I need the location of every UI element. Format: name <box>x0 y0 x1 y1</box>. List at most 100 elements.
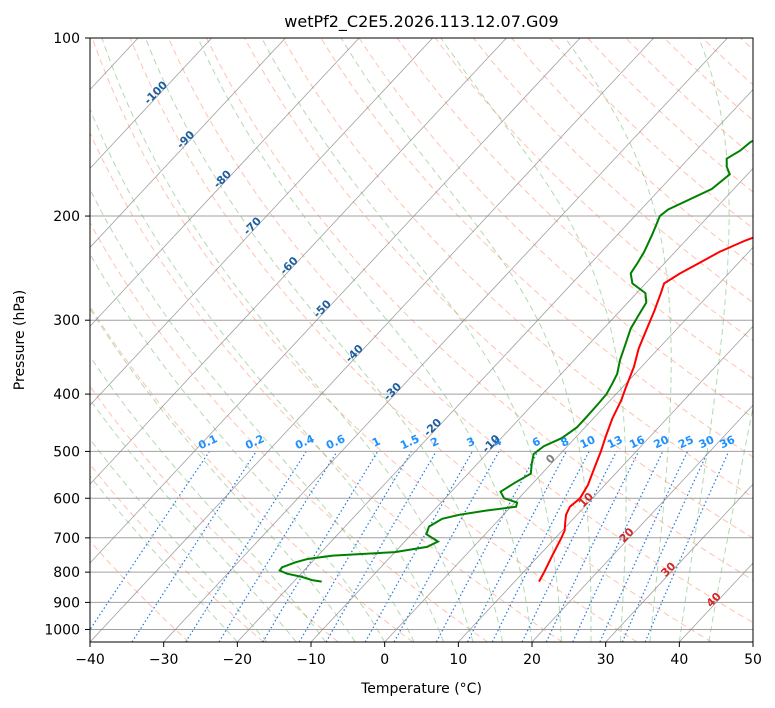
y-axis-title: Pressure (hPa) <box>12 290 28 390</box>
y-tick-label: 800 <box>53 565 80 581</box>
x-tick-label: −20 <box>223 652 253 668</box>
y-tick-label: 700 <box>53 531 80 547</box>
mixing-ratio-label: 8 <box>559 435 571 450</box>
isotherm-label: -60 <box>278 254 301 277</box>
y-tick-label: 1000 <box>44 622 80 638</box>
x-tick-label: 50 <box>744 652 762 668</box>
mixing-ratio-line <box>644 451 730 642</box>
dry-adiabat-line <box>90 221 488 642</box>
moist-adiabat-line <box>261 38 562 642</box>
y-tick-label: 300 <box>53 313 80 329</box>
moist-adiabat-line <box>90 252 386 642</box>
moist-adiabat-line <box>90 398 297 642</box>
moist-adiabat-line <box>564 38 672 642</box>
isotherm-gridline <box>458 325 753 642</box>
warm-isotherm-label: 20 <box>617 525 637 545</box>
isotherm-label: -90 <box>174 128 197 151</box>
sounding-series-line <box>538 236 753 583</box>
dry-adiabat-line <box>91 38 638 642</box>
mixing-ratio-line <box>262 451 379 642</box>
mixing-ratio-line <box>393 451 500 642</box>
moist-adiabat-line <box>90 355 327 642</box>
moist-adiabat-line <box>90 107 445 642</box>
dry-adiabat-line <box>473 38 753 304</box>
mixing-ratio-label: 36 <box>718 433 738 451</box>
moist-adiabat-line <box>708 405 753 642</box>
dry-adiabat-line <box>396 38 753 380</box>
mixing-ratio-label: 10 <box>578 433 598 451</box>
mixing-ratio-label: 16 <box>627 433 647 451</box>
moist-adiabat-line <box>90 475 238 642</box>
y-tick-label: 100 <box>53 31 80 47</box>
mixing-ratio-line <box>185 451 307 642</box>
isotherm-gridline <box>90 38 212 169</box>
isotherm-gridline <box>752 641 753 642</box>
x-tick-label: −30 <box>149 652 179 668</box>
x-tick-label: 20 <box>523 652 541 668</box>
isotherm-label: -100 <box>141 78 170 107</box>
dry-adiabat-line <box>90 385 339 642</box>
dry-adiabat-line <box>434 38 753 341</box>
moist-adiabat-line <box>90 438 268 642</box>
dry-adiabat-line <box>663 38 753 121</box>
y-tick-label: 200 <box>53 209 80 225</box>
dry-adiabat-line <box>167 38 753 624</box>
mixing-ratio-line <box>90 451 210 631</box>
isotherm-gridline <box>90 38 581 564</box>
dry-adiabat-line <box>549 38 753 230</box>
moist-adiabat-line <box>145 38 503 642</box>
x-tick-label: −10 <box>296 652 326 668</box>
plot-frame <box>89 37 754 643</box>
dry-adiabat-line <box>90 463 264 642</box>
mixing-ratio-label: 0.4 <box>293 432 316 452</box>
moist-adiabat-line <box>90 307 356 642</box>
mixing-ratio-label: 0.1 <box>196 432 219 452</box>
sounding-series-line <box>278 139 753 583</box>
warm-isotherm-label: 40 <box>704 590 724 610</box>
isotherm-gridline <box>90 38 360 327</box>
mixing-ratio-label: 3 <box>465 435 477 450</box>
chart-title: wetPf2_C2E5.2026.113.12.07.G09 <box>284 12 558 32</box>
isotherm-gridline <box>531 404 753 642</box>
dry-adiabat-line <box>739 38 753 51</box>
warm-isotherm-label: 30 <box>658 559 678 579</box>
dry-adiabat-line <box>90 305 414 642</box>
dry-adiabat-line <box>206 38 753 581</box>
y-tick-label: 400 <box>53 387 80 403</box>
mixing-ratio-line <box>364 451 473 642</box>
mixing-ratio-label: 20 <box>652 433 672 451</box>
mixing-ratio-line <box>218 451 338 642</box>
mixing-ratio-label: 30 <box>697 433 717 451</box>
y-tick-label: 600 <box>53 491 80 507</box>
dry-adiabat-line <box>320 38 753 458</box>
dry-adiabat-line <box>129 38 712 642</box>
isotherm-gridline <box>90 38 286 248</box>
mixing-ratio-label: 0.2 <box>243 432 266 452</box>
isotherm-label: -80 <box>211 167 234 190</box>
x-tick-label: 10 <box>449 652 467 668</box>
mixing-ratio-line <box>435 451 539 642</box>
moist-adiabat-line <box>440 38 627 642</box>
mixing-ratio-line <box>599 451 689 642</box>
dry-adiabat-line <box>701 38 753 86</box>
moist-adiabat-line <box>197 38 533 642</box>
isotherm-gridline <box>310 167 753 642</box>
isotherm-gridline <box>90 38 433 406</box>
dry-adiabat-line <box>282 38 753 498</box>
x-tick-label: 40 <box>670 652 688 668</box>
dry-adiabat-line <box>244 38 753 539</box>
isotherm-label: -30 <box>381 380 404 403</box>
isotherm-gridline <box>384 246 753 642</box>
mixing-ratio-label: 25 <box>676 433 695 451</box>
dry-adiabat-line <box>90 540 190 642</box>
dry-adiabat-line <box>587 38 753 193</box>
x-axis-title: Temperature (°C) <box>360 681 482 697</box>
x-tick-label: 30 <box>597 652 615 668</box>
x-tick-label: 0 <box>380 652 389 668</box>
mixing-ratio-label: 1.5 <box>398 432 421 452</box>
mixing-ratio-line <box>572 451 664 642</box>
x-tick-label: −40 <box>75 652 105 668</box>
isotherm-gridline <box>90 38 507 485</box>
mixing-ratio-line <box>621 451 709 642</box>
